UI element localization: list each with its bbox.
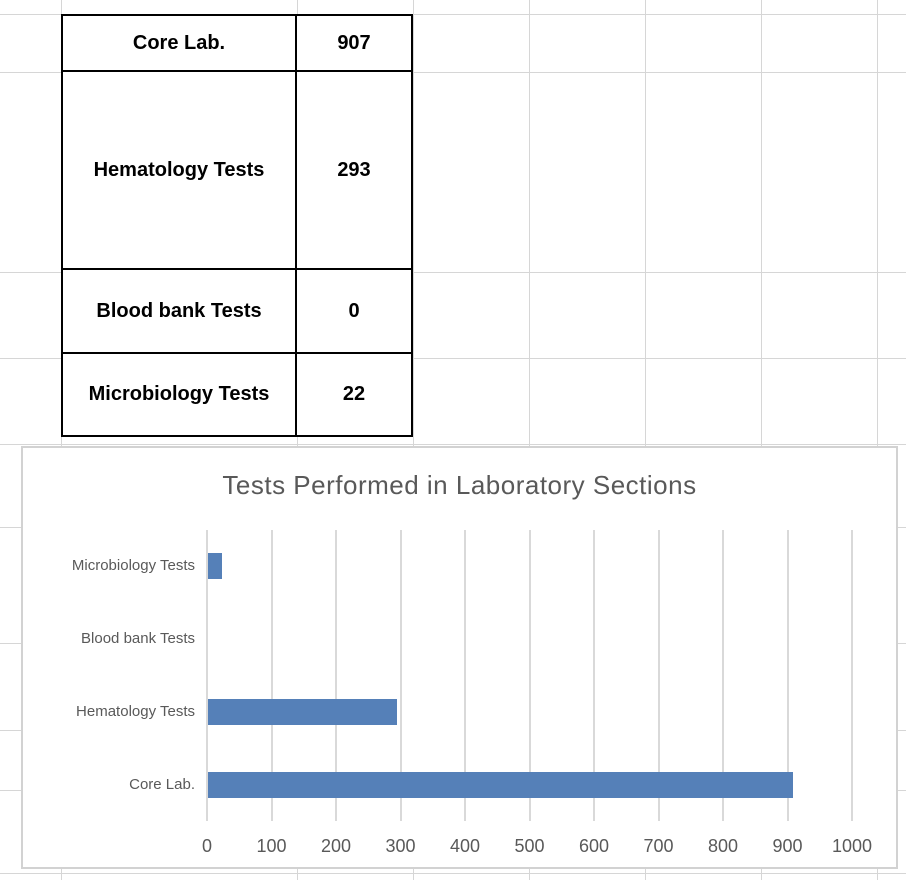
x-tick-label-800: 800: [707, 836, 739, 856]
chart-title[interactable]: Tests Performed in Laboratory Sections: [222, 470, 697, 500]
category-label-microbiology-tests: Microbiology Tests: [71, 557, 195, 575]
data-table: Core Lab. 907 Hematology Tests 293 Blood ban…: [61, 14, 413, 437]
category-label-blood-bank-tests: Blood bank Tests: [81, 630, 195, 648]
table-row-blood-bank-tests: Blood bank Tests 0: [63, 270, 411, 354]
bar-chart[interactable]: Tests Performed in Laboratory Sections 0…: [21, 446, 898, 869]
table-cell-label-hematology-tests[interactable]: Hematology Tests: [63, 72, 297, 268]
sheet-column-gridline: [297, 0, 298, 880]
plot-gridline-400: [464, 530, 466, 821]
x-tick-label-400: 400: [449, 836, 481, 856]
sheet-column-gridline: [61, 0, 62, 880]
table-cell-label-microbiology-tests[interactable]: Microbiology Tests: [63, 354, 297, 435]
x-tick-label-600: 600: [578, 836, 610, 856]
plot-gridline-0: [206, 530, 208, 821]
x-tick-label-300: 300: [385, 836, 416, 856]
sheet-column-gridline: [877, 0, 878, 880]
table-cell-label-core-lab[interactable]: Core Lab.: [63, 16, 297, 70]
sheet-row-gridline: [0, 72, 906, 73]
table-cell-value-hematology-tests[interactable]: 293: [337, 158, 371, 181]
plot-gridline-700: [657, 530, 660, 821]
sheet-row-gridline: [0, 444, 906, 445]
plot-gridline-600: [593, 530, 595, 821]
plot-gridline-500: [528, 530, 531, 821]
plot-gridline-300: [399, 530, 402, 821]
bar-microbiology-tests[interactable]: [208, 553, 223, 580]
table-cell-value-blood-bank-tests[interactable]: 0: [348, 299, 360, 322]
plot-area: 0 100 200 300 400 500 600 700 800 900 1000 Core Lab…: [72, 530, 872, 856]
plot-gridline-900: [786, 530, 789, 821]
table-cell-value-core-lab[interactable]: 907: [337, 31, 371, 54]
x-tick-label-100: 100: [256, 836, 287, 856]
sheet-column-gridline: [413, 0, 414, 880]
x-tick-label-900: 900: [772, 836, 803, 856]
sheet-row-gridline: [0, 873, 906, 874]
x-tick-label-500: 500: [514, 836, 545, 856]
plot-gridline-200: [335, 530, 337, 821]
table-row-microbiology-tests: Microbiology Tests 22: [63, 354, 411, 435]
plot-gridline-800: [722, 530, 724, 821]
sheet-column-gridline: [645, 0, 646, 880]
category-label-hematology-tests: Hematology Tests: [76, 702, 195, 720]
category-label-core-lab: Core Lab.: [129, 775, 195, 793]
x-tick-label-700: 700: [643, 836, 674, 856]
sheet-row-gridline: [0, 272, 906, 273]
table-row-core-lab: Core Lab. 907: [63, 16, 411, 72]
x-tick-label-200: 200: [320, 836, 352, 856]
plot-gridline-1000: [851, 530, 853, 821]
sheet-row-gridline: [0, 14, 906, 15]
x-tick-label-1000: 1000: [831, 836, 873, 856]
table-cell-value-microbiology-tests[interactable]: 22: [342, 383, 366, 405]
x-tick-label-0: 0: [201, 836, 212, 856]
table-cell-label-blood-bank-tests[interactable]: Blood bank Tests: [63, 270, 297, 352]
sheet-column-gridline: [529, 0, 530, 880]
sheet-column-gridline: [761, 0, 762, 880]
table-row-hematology-tests: Hematology Tests 293: [63, 72, 411, 270]
sheet-row-gridline: [0, 358, 906, 359]
bar-core-lab[interactable]: [208, 771, 793, 798]
bar-hematology-tests[interactable]: [208, 698, 397, 725]
plot-gridline-100: [270, 530, 273, 821]
